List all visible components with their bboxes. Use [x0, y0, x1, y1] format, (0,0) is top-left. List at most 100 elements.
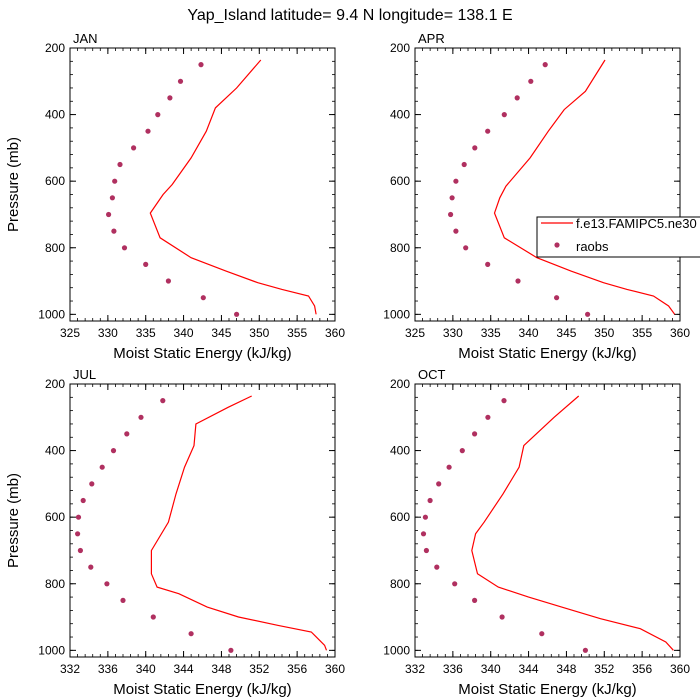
obs-point	[160, 398, 166, 404]
obs-point	[453, 178, 459, 184]
obs-point	[514, 95, 520, 101]
obs-point	[89, 481, 95, 487]
legend-model-label: f.e13.FAMIPC5.ne30	[576, 216, 697, 231]
x-tick-label: 340	[481, 662, 501, 676]
x-axis-label: Moist Static Energy (kJ/kg)	[113, 681, 291, 698]
obs-point	[422, 514, 428, 520]
panel-label: APR	[418, 31, 445, 46]
obs-point	[463, 245, 469, 251]
obs-point	[434, 564, 440, 570]
x-tick-label: 325	[60, 326, 80, 340]
obs-point	[120, 597, 126, 604]
obs-point	[110, 448, 117, 454]
x-axis-label: Moist Static Energy (kJ/kg)	[458, 681, 636, 698]
panels: 325 330 335 340 345 350 355 360 200 400 600 800 1000…	[5, 31, 690, 698]
plot-frame	[414, 47, 681, 322]
panel-label: OCT	[418, 367, 446, 382]
y-axis-label: Pressure (mb)	[5, 473, 22, 568]
obs-point	[80, 497, 86, 504]
obs-point	[485, 128, 491, 134]
x-tick-label: 350	[594, 326, 614, 340]
obs-point	[472, 431, 478, 437]
plot-frame	[414, 383, 681, 658]
obs-point	[177, 78, 184, 84]
obs-point	[138, 414, 144, 420]
x-axis-label: Moist Static Energy (kJ/kg)	[113, 345, 291, 362]
series-line-model	[149, 59, 317, 315]
obs-point	[459, 448, 465, 454]
y-tick-label: 400	[45, 444, 65, 458]
obs-point	[472, 597, 478, 604]
panel-oct: 332 336 340 344 348 352 356 360 200 400 600 800 1000…	[383, 367, 690, 698]
y-tick-label: 400	[390, 444, 410, 458]
y-tick-label: 600	[45, 174, 65, 188]
obs-point	[539, 631, 545, 637]
obs-point	[234, 311, 240, 317]
obs-point	[109, 195, 115, 201]
obs-point	[155, 112, 161, 118]
obs-point	[453, 228, 459, 234]
x-tick-label: 330	[443, 326, 463, 340]
obs-point	[515, 278, 521, 284]
obs-point	[200, 295, 206, 301]
y-tick-label: 800	[390, 241, 410, 255]
obs-point	[75, 531, 81, 537]
obs-point	[106, 211, 112, 218]
legend-box	[536, 216, 700, 258]
x-tick-label: 360	[670, 662, 690, 676]
x-tick-label: 356	[632, 662, 652, 676]
y-tick-label: 400	[45, 108, 65, 122]
panel-jul: 332 336 340 344 348 352 356 360 200 400 600 800 1000…	[5, 367, 345, 698]
obs-point	[542, 62, 548, 68]
obs-point	[528, 78, 534, 84]
obs-point	[145, 128, 151, 134]
obs-point	[104, 581, 110, 587]
x-tick-label: 330	[98, 326, 118, 340]
x-tick-label: 340	[136, 662, 156, 676]
x-tick-label: 335	[481, 326, 501, 340]
x-tick-label: 344	[519, 662, 539, 676]
y-tick-label: 800	[45, 577, 65, 591]
obs-point	[124, 431, 130, 437]
panel-jan: 325 330 335 340 345 350 355 360 200 400 600 800 1000…	[5, 31, 345, 362]
obs-point	[452, 581, 458, 587]
y-tick-label: 600	[45, 510, 65, 524]
plot-frame	[69, 47, 336, 322]
y-tick-label: 1000	[383, 643, 410, 657]
obs-point	[188, 631, 194, 637]
obs-point	[554, 295, 560, 301]
x-tick-label: 352	[249, 662, 269, 676]
obs-point	[121, 245, 128, 251]
y-tick-label: 800	[390, 577, 410, 591]
series-line-model	[150, 395, 328, 651]
page-title: Yap_Island latitude= 9.4 N longitude= 13…	[187, 7, 512, 24]
obs-point	[88, 564, 94, 570]
series-line-model	[471, 395, 674, 651]
x-axis-label: Moist Static Energy (kJ/kg)	[458, 345, 636, 362]
obs-point	[582, 647, 589, 653]
y-tick-label: 1000	[383, 307, 410, 321]
x-tick-label: 348	[556, 662, 576, 676]
x-tick-label: 360	[670, 326, 690, 340]
obs-point	[436, 481, 442, 487]
obs-point	[485, 261, 491, 267]
x-tick-label: 336	[98, 662, 118, 676]
y-tick-label: 400	[390, 108, 410, 122]
obs-point	[198, 62, 204, 68]
obs-point	[501, 112, 507, 118]
obs-point	[461, 161, 467, 168]
x-tick-label: 356	[287, 662, 307, 676]
x-tick-label: 325	[405, 326, 425, 340]
x-tick-label: 344	[174, 662, 194, 676]
x-tick-label: 340	[174, 326, 194, 340]
obs-point	[165, 278, 171, 284]
obs-point	[446, 464, 452, 470]
obs-point	[449, 195, 455, 201]
obs-point	[485, 414, 491, 420]
x-tick-label: 332	[405, 662, 425, 676]
x-tick-label: 345	[211, 326, 231, 340]
legend: f.e13.FAMIPC5.ne30 raobs	[536, 216, 700, 258]
obs-point	[585, 311, 591, 317]
y-tick-label: 200	[390, 377, 410, 391]
